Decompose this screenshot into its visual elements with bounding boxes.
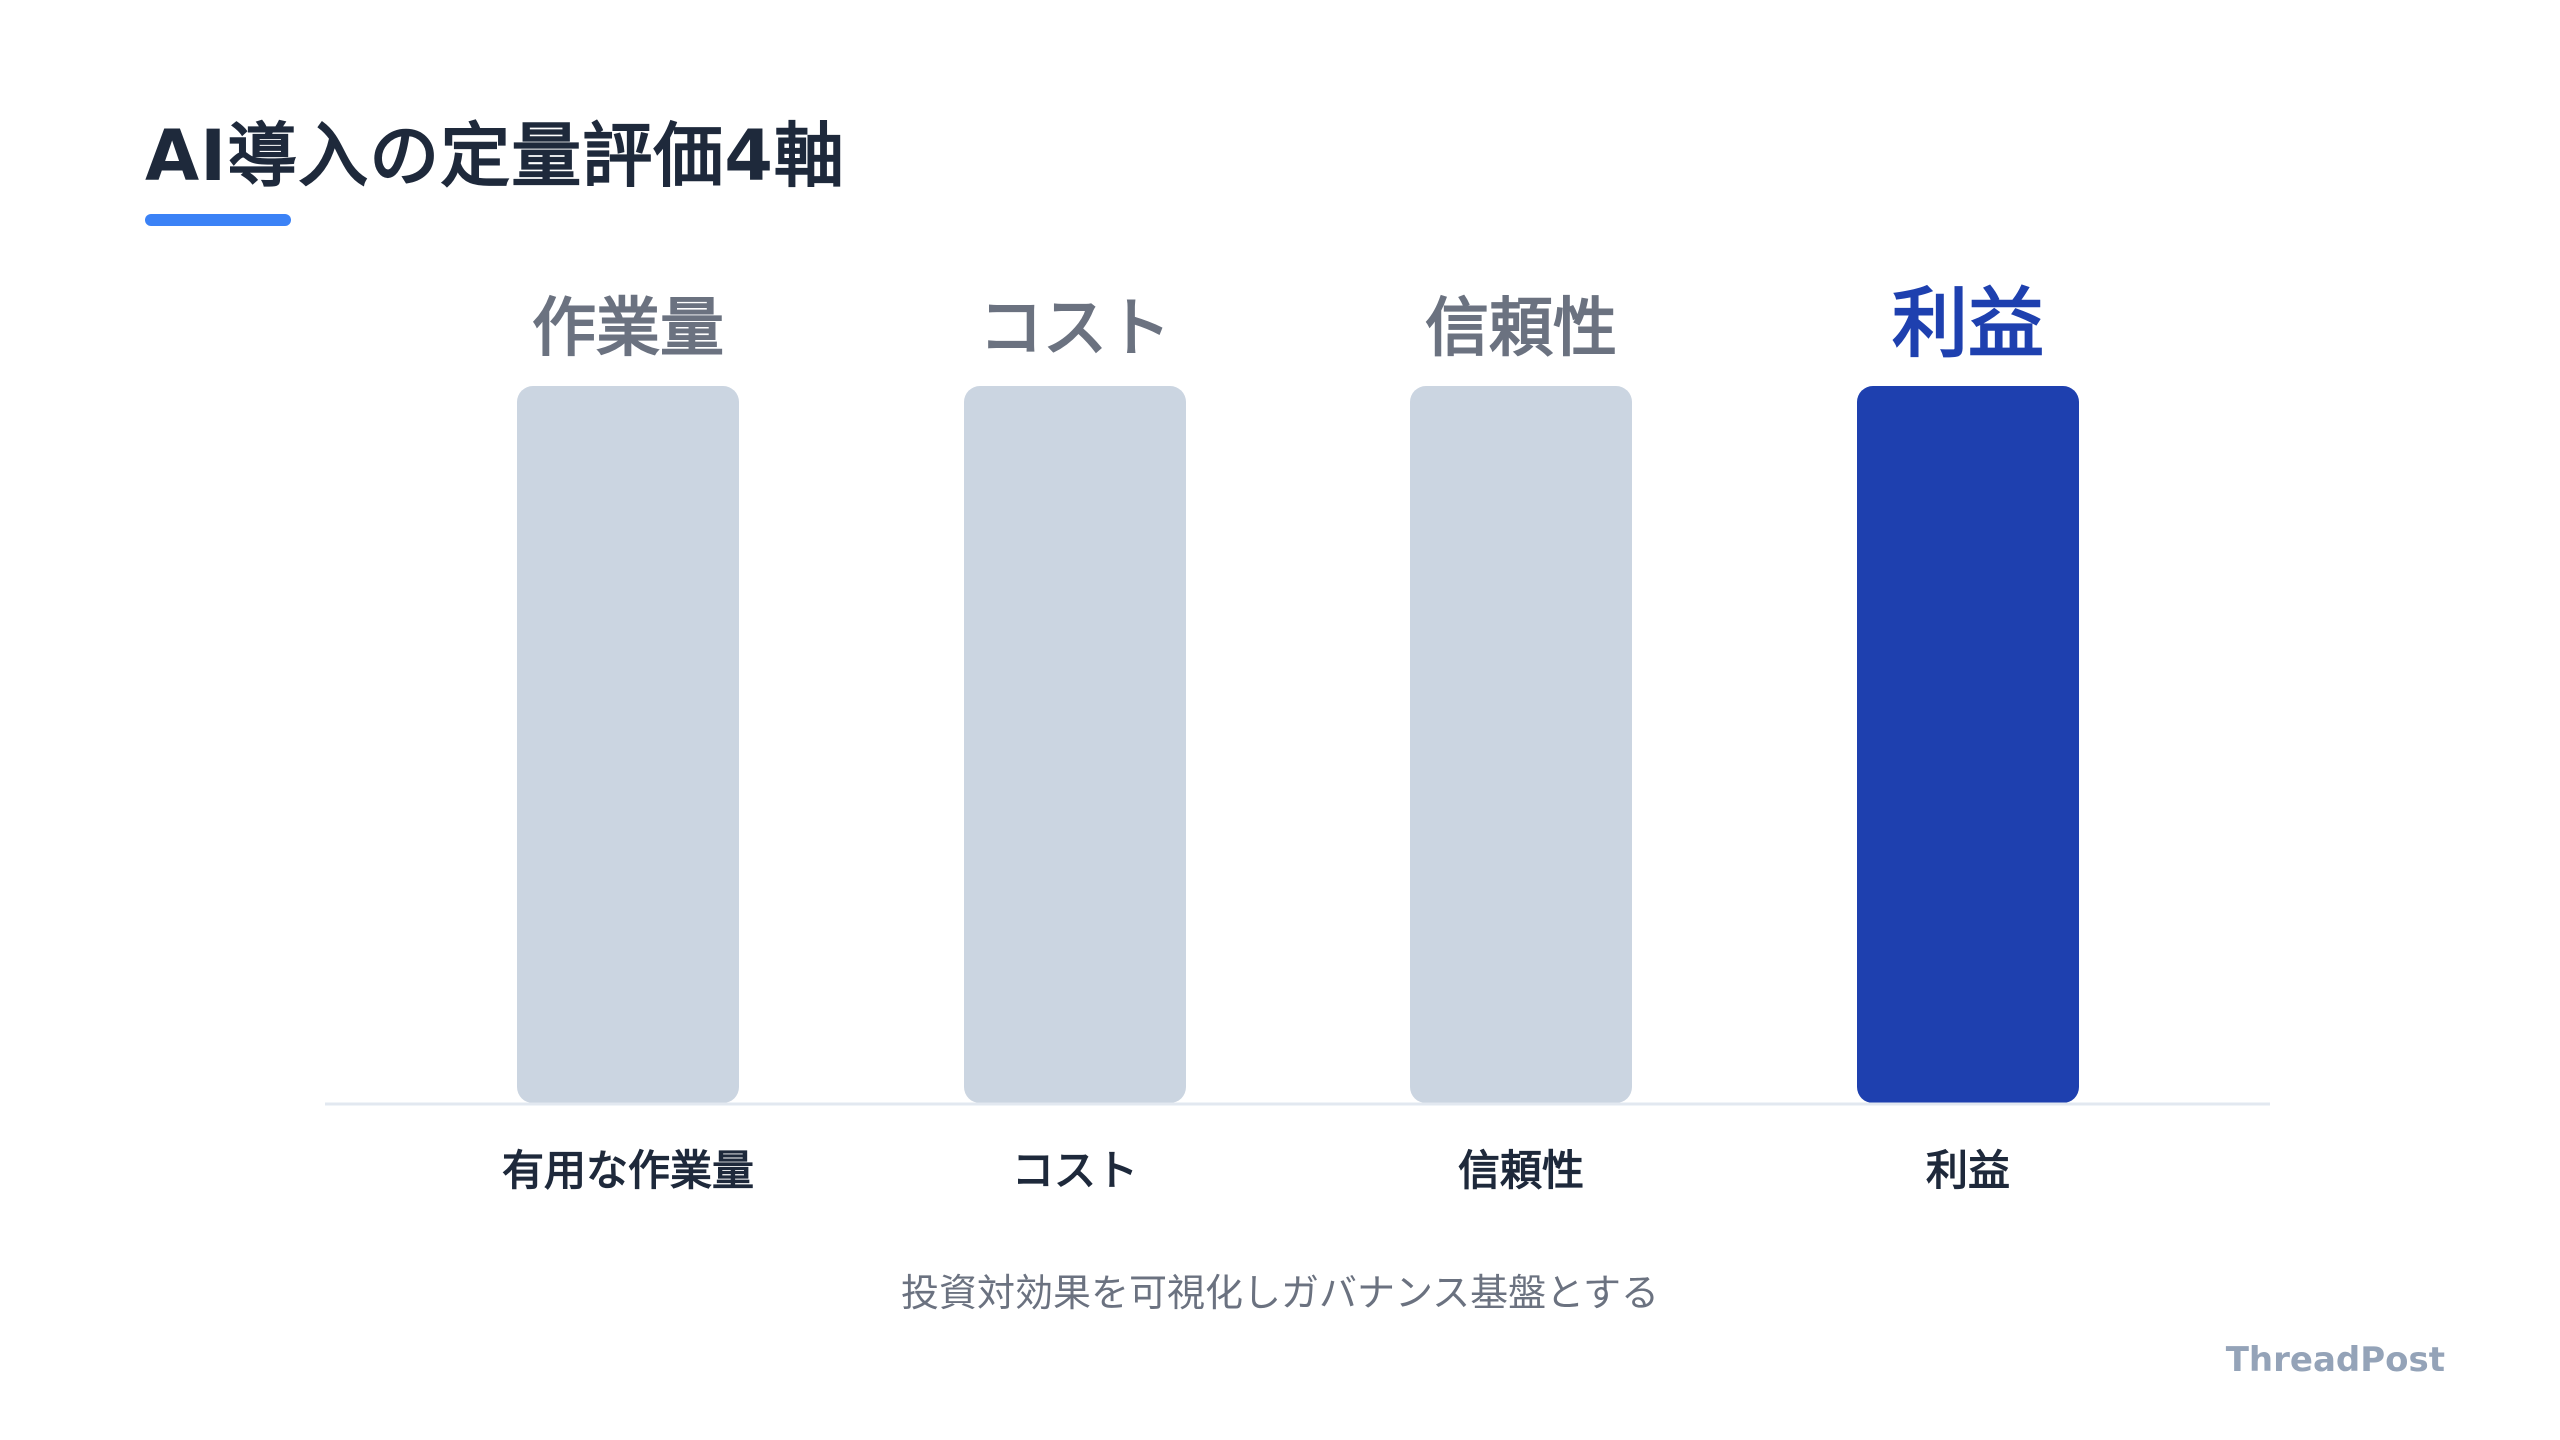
bar-top-label-4: 利益 [1892,279,2044,368]
category-label-1: 有用な作業量 [502,1146,754,1195]
bar-1 [517,386,739,1103]
bar-2 [964,386,1186,1103]
title-underline [145,214,291,226]
bar-top-label-3: 信頼性 [1425,292,1617,366]
page-title: AI導入の定量評価4軸 [145,115,845,197]
bar-3 [1410,386,1632,1103]
category-label-3: 信頼性 [1458,1146,1584,1195]
category-label-4: 利益 [1926,1146,2010,1195]
bar-4 [1857,386,2079,1103]
bar-top-label-1: 作業量 [532,292,724,366]
brand-logo-text: ThreadPost [2225,1340,2445,1380]
chart-caption: 投資対効果を可視化しガバナンス基盤とする [900,1271,1660,1315]
category-label-2: コスト [1012,1146,1138,1195]
bar-top-label-2: コスト [979,292,1171,366]
